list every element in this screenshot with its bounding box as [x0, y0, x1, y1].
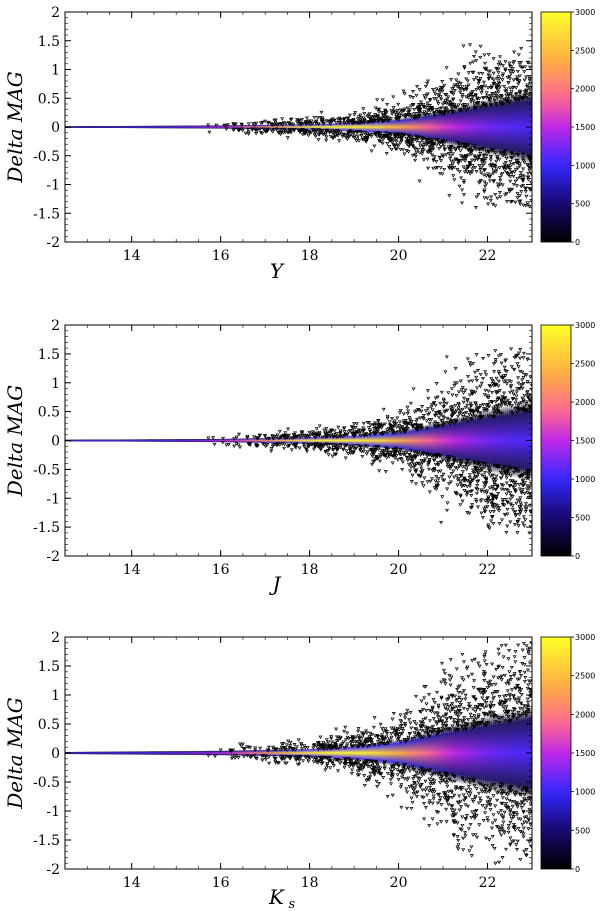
colorbar-tick-label: 1500 [575, 437, 595, 446]
x-tick-label: 18 [301, 248, 319, 264]
y-tick-label: -2 [46, 235, 60, 251]
x-tick-label: 18 [301, 875, 319, 891]
colorbar-tick-label: 1000 [575, 475, 595, 484]
colorbar: 0 500 1000 1500 2000 2500 3000 [540, 321, 595, 561]
x-tick-label: 14 [123, 562, 141, 578]
y-tick-label: -0.5 [33, 775, 60, 791]
colorbar: 0 500 1000 1500 2000 2500 3000 [540, 8, 595, 247]
y-tick-label: 2 [51, 5, 60, 21]
y-tick-label: 0 [51, 434, 60, 450]
colorbar-tick-label: 1500 [575, 123, 595, 132]
colorbar-tick-label: 2000 [575, 710, 595, 719]
colorbar-tick-label: 3000 [575, 8, 595, 17]
colorbar-tick-label: 1000 [575, 161, 595, 170]
x-tick-label: 22 [479, 248, 497, 264]
colorbar-tick-label: 500 [575, 826, 590, 835]
y-tick-label: -1.5 [33, 833, 60, 849]
colorbar-tick-label: 0 [575, 865, 580, 874]
y-tick-label: 1 [51, 63, 60, 79]
colorbar-tick-label: 2500 [575, 360, 595, 369]
colorbar-tick-label: 0 [575, 552, 580, 561]
y-axis-label: Delta MAG [3, 385, 27, 498]
x-tick-label: 14 [123, 248, 141, 264]
y-tick-label: -2 [46, 862, 60, 878]
x-tick-label: 14 [123, 875, 141, 891]
x-tick-label: 20 [390, 248, 408, 264]
colorbar-tick-label: 1000 [575, 788, 595, 797]
scatter-points [65, 347, 532, 535]
x-tick-label: 18 [301, 562, 319, 578]
y-tick-label: -1 [46, 804, 60, 820]
colorbar-tick-label: 500 [575, 200, 590, 209]
colorbar-tick-label: 500 [575, 514, 590, 523]
x-tick-label: 16 [212, 875, 230, 891]
y-tick-label: 0 [51, 120, 60, 136]
y-tick-label: 1.5 [38, 347, 60, 363]
x-axis-label-subscript: s [289, 897, 296, 911]
colorbar-tick-label: 1500 [575, 749, 595, 758]
colorbar-tick-label: 2000 [575, 398, 595, 407]
x-axis-label: Y [270, 259, 285, 283]
y-tick-label: -2 [46, 549, 60, 565]
panel-1: -2 -1.5 -1 -0.5 0 0.5 1 1.5 2 14 16 18 20 22 Delta MAG… [3, 5, 595, 283]
scatter-points [65, 641, 532, 866]
colorbar-tick-label: 2000 [575, 85, 595, 94]
y-tick-label: -1.5 [33, 520, 60, 536]
y-tick-label: 1.5 [38, 659, 60, 675]
colorbar-tick-label: 3000 [575, 321, 595, 330]
y-tick-label: 2 [51, 318, 60, 334]
y-tick-label: -1 [46, 178, 60, 194]
y-tick-label: 1 [51, 688, 60, 704]
panel-2: -2 -1.5 -1 -0.5 0 0.5 1 1.5 2 14 16 18 20 22 Delta MAG… [3, 318, 595, 596]
x-tick-label: 16 [212, 248, 230, 264]
colorbar-tick-label: 2500 [575, 672, 595, 681]
x-axis-label: K [268, 885, 285, 909]
panel-3: -2 -1.5 -1 -0.5 0 0.5 1 1.5 2 14 16 18 20 22 Delta MAG… [3, 630, 595, 911]
y-tick-label: 1.5 [38, 34, 60, 50]
y-tick-label: 0.5 [38, 405, 60, 421]
colorbar: 0 500 1000 1500 2000 2500 3000 [540, 633, 595, 874]
colorbar-tick-label: 0 [575, 238, 580, 247]
y-tick-label: -0.5 [33, 462, 60, 478]
y-tick-label: 0.5 [38, 717, 60, 733]
y-tick-label: 0.5 [38, 91, 60, 107]
x-tick-label: 22 [479, 562, 497, 578]
y-tick-label: -0.5 [33, 149, 60, 165]
y-tick-label: 2 [51, 630, 60, 646]
colorbar-tick-label: 3000 [575, 633, 595, 642]
y-tick-label: -1.5 [33, 206, 60, 222]
y-tick-label: -1 [46, 491, 60, 507]
x-tick-label: 16 [212, 562, 230, 578]
x-axis-label: J [268, 572, 281, 596]
x-tick-label: 20 [390, 875, 408, 891]
y-axis-label: Delta MAG [3, 697, 27, 810]
y-tick-label: 0 [51, 746, 60, 762]
x-tick-label: 20 [390, 562, 408, 578]
y-axis-label: Delta MAG [3, 71, 27, 184]
y-tick-label: 1 [51, 376, 60, 392]
colorbar-tick-label: 2500 [575, 46, 595, 55]
scatter-points [65, 43, 532, 210]
x-tick-label: 22 [479, 875, 497, 891]
